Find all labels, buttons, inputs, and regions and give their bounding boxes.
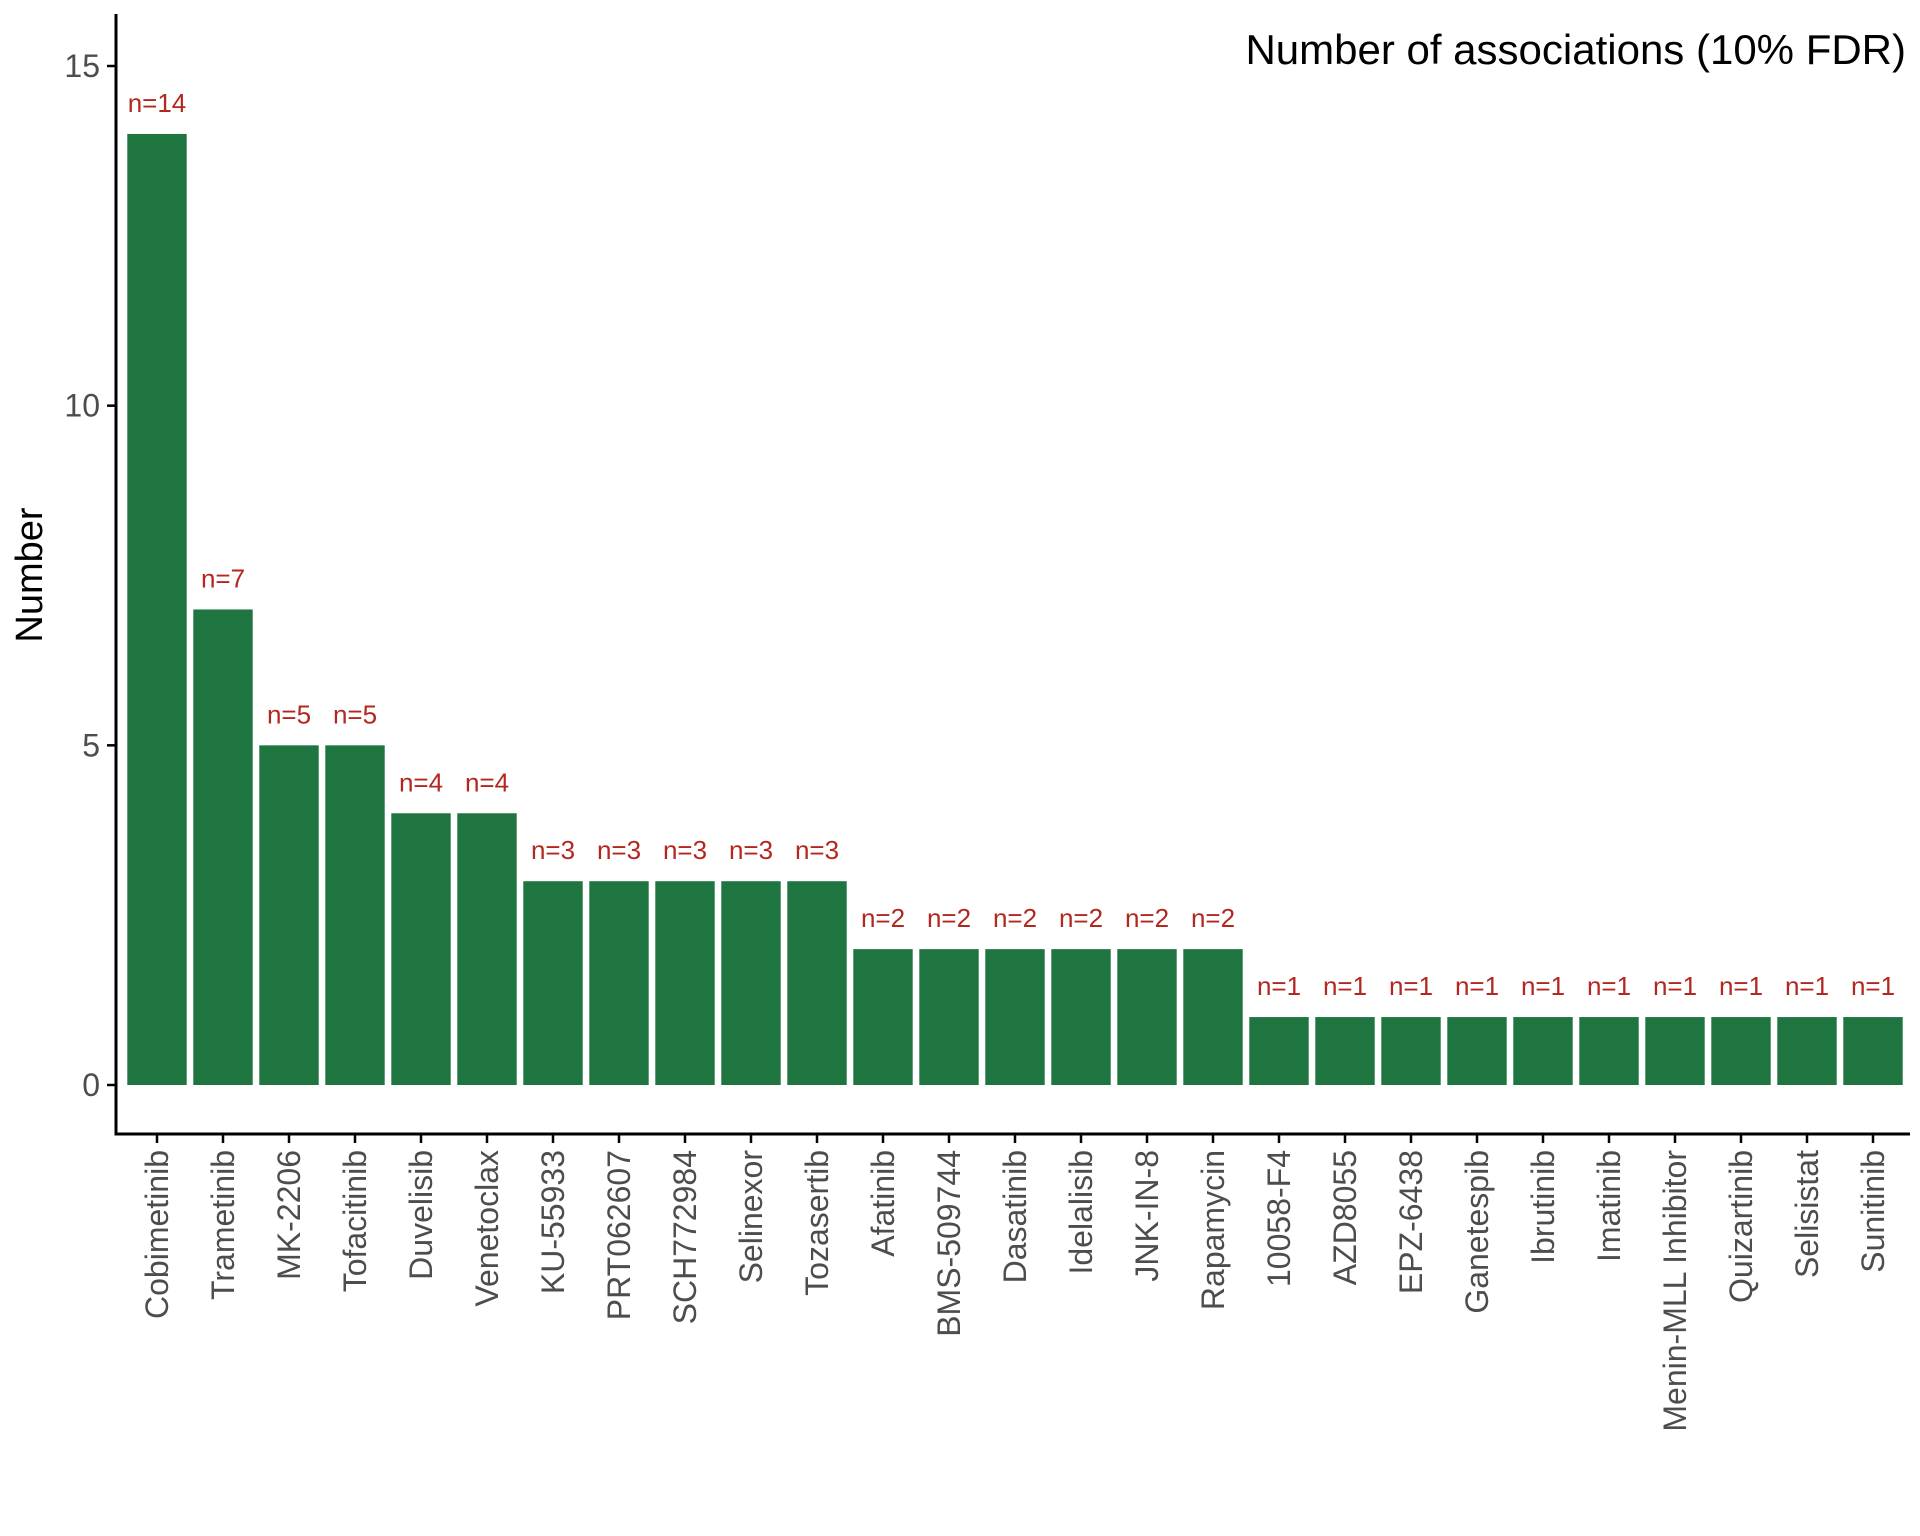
- bar-cobimetinib: [127, 133, 187, 1085]
- bar-duvelisib: [391, 813, 451, 1085]
- bar-ku-55933: [523, 881, 583, 1085]
- bar-10058-f4: [1249, 1017, 1309, 1085]
- data-labels-group: n=14 n=7 n=5 n=5 n=4 n=4 n=3 n=3 n=3 n=3 n=3 n=2 n=2…: [128, 88, 1895, 1001]
- x-tick-label: Afatinib: [865, 1150, 901, 1257]
- data-label: n=2: [993, 903, 1037, 933]
- bar-rapamycin: [1183, 949, 1243, 1085]
- x-tick-label: Cobimetinib: [139, 1150, 175, 1319]
- bar-epz-6438: [1381, 1017, 1441, 1085]
- bar-imatinib: [1579, 1017, 1639, 1085]
- x-tick-label: Duvelisib: [403, 1150, 439, 1280]
- x-tick-label: Sunitinib: [1855, 1150, 1891, 1273]
- data-label: n=1: [1653, 971, 1697, 1001]
- data-label: n=5: [333, 699, 377, 729]
- x-tick-label: Quizartinib: [1723, 1150, 1759, 1303]
- data-label: n=3: [729, 835, 773, 865]
- x-tick-label: Ibrutinib: [1525, 1150, 1561, 1264]
- x-tick-label: Menin-MLL Inhibitor: [1657, 1150, 1693, 1432]
- bar-mk-2206: [259, 745, 319, 1085]
- x-tick-label: Idelalisib: [1063, 1150, 1099, 1275]
- bar-selinexor: [721, 881, 781, 1085]
- x-tick-label: SCH772984: [667, 1150, 703, 1324]
- data-label: n=3: [663, 835, 707, 865]
- data-label: n=2: [861, 903, 905, 933]
- bar-trametinib: [193, 609, 253, 1085]
- bar-idelalisib: [1051, 949, 1111, 1085]
- data-label: n=14: [128, 88, 187, 118]
- x-tick-label: Tozasertib: [799, 1150, 835, 1296]
- x-tick-label: Rapamycin: [1195, 1150, 1231, 1310]
- data-label: n=2: [1059, 903, 1103, 933]
- data-label: n=1: [1455, 971, 1499, 1001]
- x-axis-ticks: Cobimetinib Trametinib MK-2206 Tofacitinib D…: [139, 1134, 1891, 1432]
- bar-dasatinib: [985, 949, 1045, 1085]
- x-tick-label: Tofacitinib: [337, 1150, 373, 1292]
- data-label: n=1: [1587, 971, 1631, 1001]
- x-tick-label: EPZ-6438: [1393, 1150, 1429, 1294]
- bar-menin-mll-inhibitor: [1645, 1017, 1705, 1085]
- y-tick-label: 10: [64, 388, 100, 424]
- x-tick-label: JNK-IN-8: [1129, 1150, 1165, 1282]
- y-tick-label: 0: [82, 1067, 100, 1103]
- bar-prt062607: [589, 881, 649, 1085]
- y-tick-label: 15: [64, 48, 100, 84]
- y-tick-label: 5: [82, 727, 100, 763]
- data-label: n=3: [597, 835, 641, 865]
- x-tick-label: MK-2206: [271, 1150, 307, 1280]
- data-label: n=1: [1785, 971, 1829, 1001]
- chart-title: Number of associations (10% FDR): [1245, 26, 1906, 73]
- x-tick-label: Selisistat: [1789, 1150, 1825, 1278]
- bar-jnk-in-8: [1117, 949, 1177, 1085]
- bar-quizartinib: [1711, 1017, 1771, 1085]
- bar-tofacitinib: [325, 745, 385, 1085]
- data-label: n=1: [1323, 971, 1367, 1001]
- bar-selisistat: [1777, 1017, 1837, 1085]
- x-tick-label: BMS-509744: [931, 1150, 967, 1337]
- bar-bms-509744: [919, 949, 979, 1085]
- bar-afatinib: [853, 949, 913, 1085]
- data-label: n=2: [927, 903, 971, 933]
- bar-tozasertib: [787, 881, 847, 1085]
- x-tick-label: PRT062607: [601, 1150, 637, 1320]
- data-label: n=1: [1851, 971, 1895, 1001]
- data-label: n=1: [1257, 971, 1301, 1001]
- y-axis-ticks: 0 5 10 15: [64, 48, 116, 1103]
- bar-ibrutinib: [1513, 1017, 1573, 1085]
- x-tick-label: 10058-F4: [1261, 1150, 1297, 1287]
- data-label: n=4: [399, 767, 443, 797]
- x-tick-label: Dasatinib: [997, 1150, 1033, 1283]
- x-tick-label: Imatinib: [1591, 1150, 1627, 1262]
- data-label: n=1: [1521, 971, 1565, 1001]
- x-tick-label: KU-55933: [535, 1150, 571, 1294]
- bar-sunitinib: [1843, 1017, 1903, 1085]
- data-label: n=5: [267, 699, 311, 729]
- data-label: n=2: [1191, 903, 1235, 933]
- bars-group: [127, 133, 1903, 1085]
- data-label: n=1: [1389, 971, 1433, 1001]
- bar-venetoclax: [457, 813, 517, 1085]
- data-label: n=2: [1125, 903, 1169, 933]
- y-axis-title: Number: [9, 507, 51, 642]
- bar-sch772984: [655, 881, 715, 1085]
- x-tick-label: Ganetespib: [1459, 1150, 1495, 1314]
- x-tick-label: Venetoclax: [469, 1150, 505, 1307]
- data-label: n=1: [1719, 971, 1763, 1001]
- data-label: n=7: [201, 563, 245, 593]
- x-tick-label: AZD8055: [1327, 1150, 1363, 1285]
- data-label: n=3: [795, 835, 839, 865]
- x-tick-label: Selinexor: [733, 1150, 769, 1284]
- data-label: n=4: [465, 767, 509, 797]
- x-tick-label: Trametinib: [205, 1150, 241, 1300]
- bar-ganetespib: [1447, 1017, 1507, 1085]
- bar-azd8055: [1315, 1017, 1375, 1085]
- data-label: n=3: [531, 835, 575, 865]
